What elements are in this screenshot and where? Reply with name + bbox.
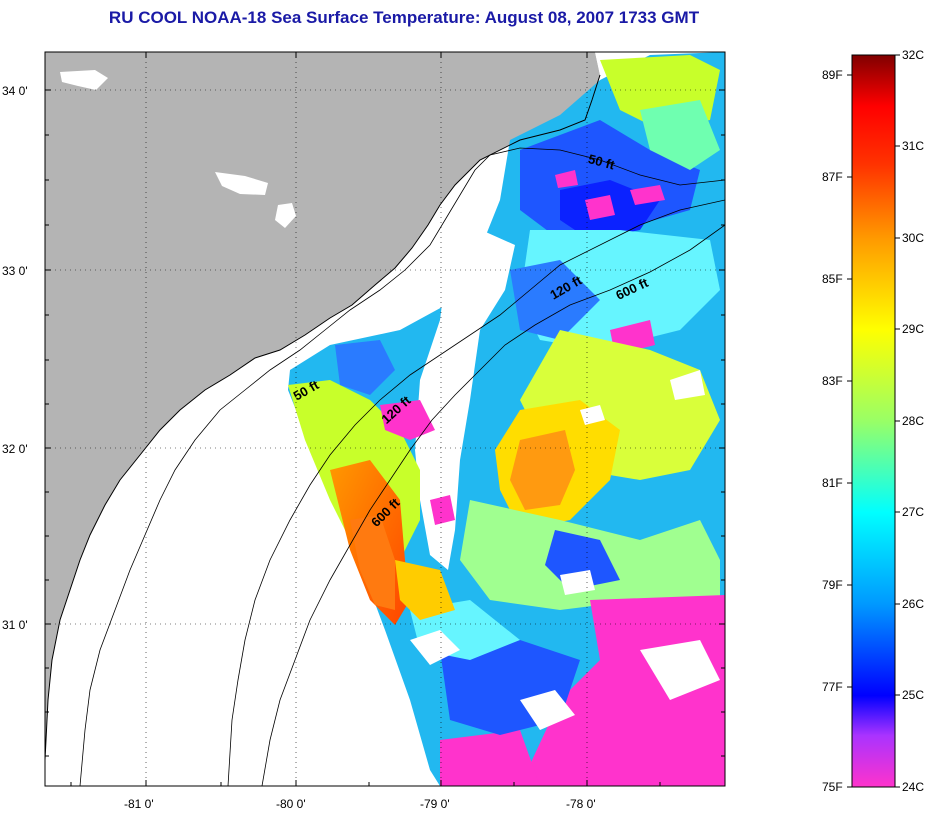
color-scale-ticks: [847, 54, 900, 788]
celsius-label: 30C: [902, 231, 924, 245]
celsius-label: 32C: [902, 48, 924, 62]
lon-label: -78 0': [566, 797, 596, 811]
fahrenheit-label: 89F: [822, 68, 843, 82]
cloud-gap: [415, 225, 515, 570]
celsius-label: 26C: [902, 597, 924, 611]
lat-label: 31 0': [2, 618, 28, 632]
fahrenheit-label: 85F: [822, 272, 843, 286]
celsius-labels: 32C 31C 30C 29C 28C 27C 26C 25C 24C: [902, 48, 924, 794]
contour-120ft: [227, 199, 725, 786]
fahrenheit-label: 75F: [822, 780, 843, 794]
contour-label: 50 ft: [587, 151, 617, 173]
celsius-label: 31C: [902, 139, 924, 153]
lake: [275, 203, 296, 228]
fahrenheit-label: 81F: [822, 476, 843, 490]
lat-label: 34 0': [2, 84, 28, 98]
lat-label: 32 0': [2, 442, 28, 456]
lon-label: -80 0': [276, 797, 306, 811]
contour-600ft: [261, 224, 725, 786]
celsius-label: 24C: [902, 780, 924, 794]
celsius-label: 25C: [902, 688, 924, 702]
lat-label: 33 0': [2, 264, 28, 278]
contour-50ft: [79, 147, 725, 786]
lake: [215, 172, 268, 195]
graticule: [45, 52, 725, 786]
sst-patches: [288, 55, 725, 786]
fahrenheit-label: 79F: [822, 578, 843, 592]
fahrenheit-labels: 89F 87F 85F 83F 81F 79F 77F 75F: [822, 68, 843, 794]
fahrenheit-label: 83F: [822, 374, 843, 388]
lon-label: -79 0': [420, 797, 450, 811]
celsius-label: 27C: [902, 505, 924, 519]
axis-ticks: [45, 52, 725, 786]
celsius-label: 28C: [902, 414, 924, 428]
lake: [60, 70, 108, 90]
map-title: RU COOL NOAA-18 Sea Surface Temperature:…: [108, 8, 700, 27]
land: [45, 52, 600, 760]
lon-label: -81 0': [124, 797, 154, 811]
fahrenheit-label: 77F: [822, 680, 843, 694]
map-frame: [44, 51, 726, 787]
color-scale-bar: [851, 54, 896, 788]
fahrenheit-label: 87F: [822, 170, 843, 184]
celsius-label: 29C: [902, 322, 924, 336]
coastline: [45, 74, 601, 761]
